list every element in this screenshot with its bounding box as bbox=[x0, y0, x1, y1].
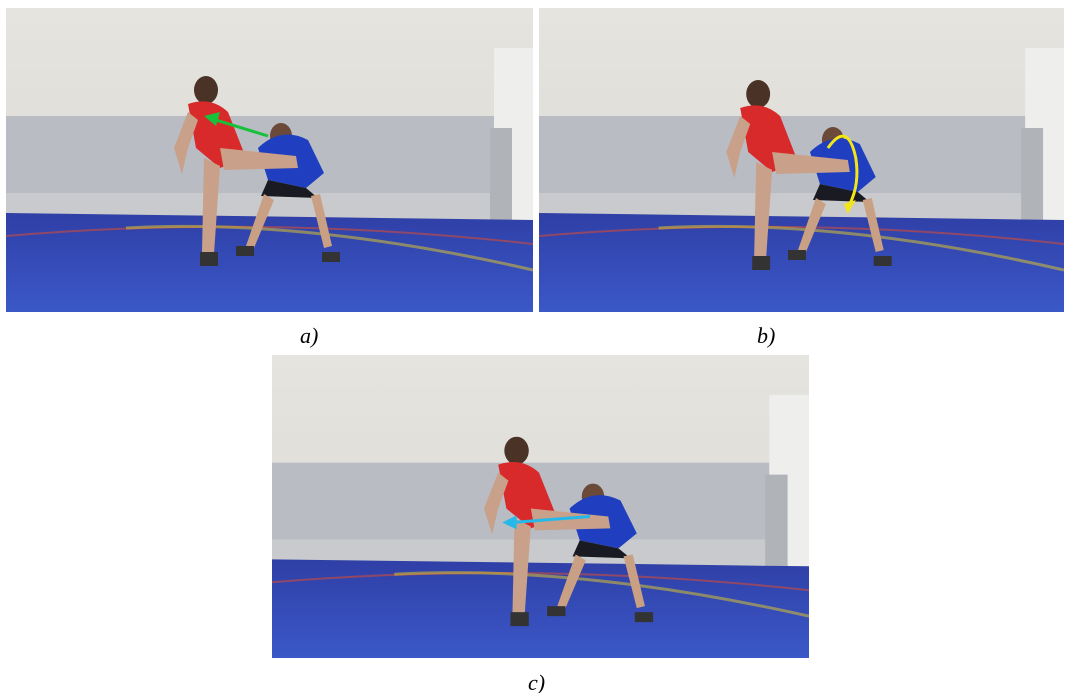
panel-b: b) bbox=[539, 8, 1064, 348]
panel-c: c) bbox=[272, 355, 809, 693]
panel-label: a) bbox=[300, 323, 318, 348]
panel-a: a) bbox=[6, 8, 533, 348]
photo bbox=[272, 355, 809, 658]
photo bbox=[539, 8, 1064, 312]
panel-label: b) bbox=[757, 323, 775, 348]
panel-label: c) bbox=[528, 670, 545, 693]
photo bbox=[6, 8, 533, 312]
